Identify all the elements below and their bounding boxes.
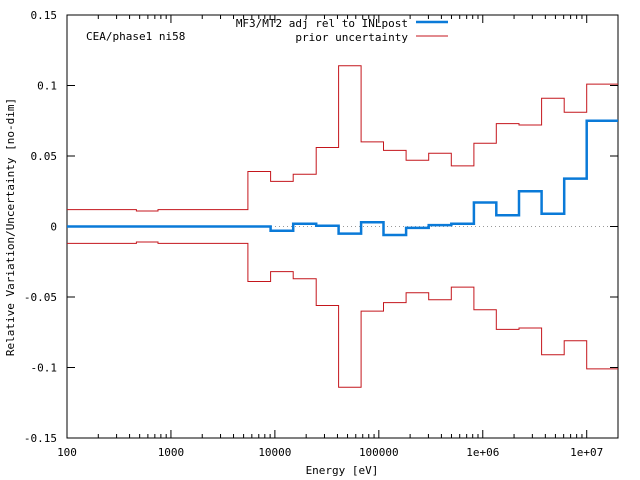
x-tick-label: 100000 <box>359 446 399 459</box>
adj-rel-line <box>67 119 618 237</box>
chart-annotation: CEA/phase1 ni58 <box>86 30 185 43</box>
y-tick-label: -0.1 <box>31 362 58 375</box>
y-tick-label: -0.05 <box>24 291 57 304</box>
x-tick-label: 1e+07 <box>570 446 603 459</box>
legend: MF3/MT2 adj rel to INLpost prior uncerta… <box>236 17 448 44</box>
x-tick-label: 1e+06 <box>466 446 499 459</box>
x-tick-label: 100 <box>57 446 77 459</box>
x-tick-label: 1000 <box>158 446 185 459</box>
prior-uncertainty-upper-line <box>67 65 618 212</box>
y-tick-label: -0.15 <box>24 432 57 445</box>
x-tick-label: 10000 <box>258 446 291 459</box>
series-group <box>67 65 618 388</box>
x-axis-label: Energy [eV] <box>306 464 379 477</box>
y-axis-label: Relative Variation/Uncertainty [no-dim] <box>4 98 17 356</box>
prior-uncertainty-lower-line <box>67 241 618 388</box>
axis-ticks: 100 1000 10000 100000 1e+06 1e+07 0.15 0.1 0.05 0… <box>24 9 619 459</box>
legend-label-adj: MF3/MT2 adj rel to INLpost <box>236 17 408 30</box>
y-tick-label: 0.15 <box>31 9 58 22</box>
legend-label-prior: prior uncertainty <box>295 31 408 44</box>
y-tick-label: 0.1 <box>37 80 57 93</box>
y-tick-label: 0 <box>50 221 57 234</box>
y-tick-label: 0.05 <box>31 150 58 163</box>
